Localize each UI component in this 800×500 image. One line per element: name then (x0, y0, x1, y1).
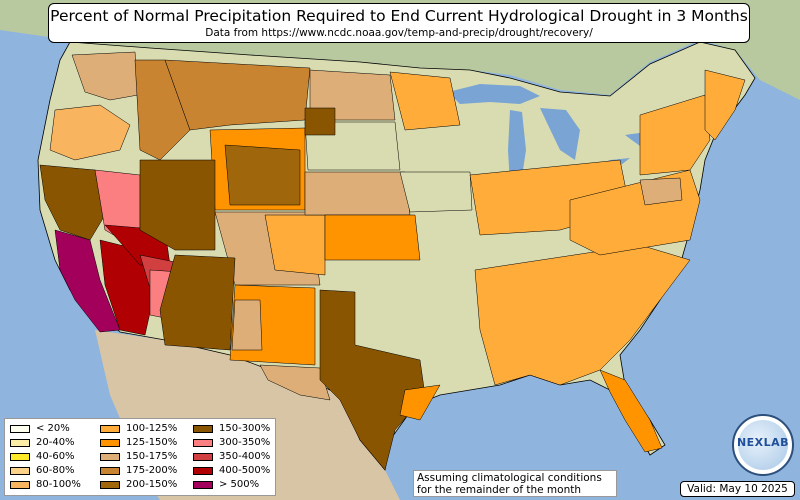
region-new-england (704, 69, 746, 141)
legend-swatch (100, 439, 120, 447)
lake-huron (540, 108, 580, 160)
legend-item: < 20% (10, 422, 81, 436)
legend-label: 150-175% (126, 451, 178, 462)
legend-swatch (100, 453, 120, 461)
region-texas (319, 289, 426, 471)
note-line-2: for the remainder of the month (417, 484, 582, 496)
logo-text: NEXLAB (736, 436, 790, 449)
legend-label: 300-350% (219, 437, 271, 448)
globe-icon (738, 420, 788, 470)
legend-swatch (10, 439, 30, 447)
legend-item: > 500% (193, 478, 270, 492)
legend-swatch (193, 481, 213, 489)
legend-swatch (10, 481, 30, 489)
legend-item: 80-100% (10, 478, 81, 492)
legend-item: 60-80% (10, 464, 81, 478)
legend-label: < 20% (36, 423, 70, 434)
legend-item: 150-175% (100, 450, 177, 464)
legend-swatch (100, 467, 120, 475)
region-n-dakota (309, 69, 396, 121)
region-nebraska (304, 171, 411, 216)
climatology-note: Assuming climatological conditions for t… (413, 470, 617, 497)
legend-item: 20-40% (10, 436, 81, 450)
legend-label: 125-150% (126, 437, 178, 448)
legend-label: 400-500% (219, 465, 271, 476)
note-line-1: Assuming climatological conditions (417, 472, 602, 484)
region-new-york (639, 94, 711, 176)
legend-label: 150-300% (219, 423, 271, 434)
valid-date: Valid: May 10 2025 (680, 481, 795, 497)
region-pa-tan (639, 177, 683, 206)
region-texas-west (259, 364, 331, 401)
legend-swatch (193, 467, 213, 475)
region-idaho (134, 59, 191, 161)
legend-column-1: < 20% 20-40% 40-60% 60-80% 80-100% (10, 422, 81, 492)
legend-item: 150-300% (193, 422, 270, 436)
legend-label: 200-150% (126, 479, 178, 490)
legend-item: 350-400% (193, 450, 270, 464)
legend-swatch (193, 453, 213, 461)
legend-item: 400-500% (193, 464, 270, 478)
legend-label: 20-40% (36, 437, 75, 448)
nexlab-logo: NEXLAB (732, 414, 794, 476)
region-arizona (159, 254, 236, 351)
drought-regions (39, 51, 746, 471)
legend-label: 80-100% (36, 479, 81, 490)
legend-swatch (10, 453, 30, 461)
region-montana (164, 59, 311, 131)
legend-label: 350-400% (219, 451, 271, 462)
region-sd-brown (304, 107, 336, 136)
legend-swatch (193, 439, 213, 447)
region-wa (71, 51, 139, 101)
legend-label: 100-125% (126, 423, 178, 434)
region-s-cal-purple (54, 229, 121, 333)
legend-swatch (100, 425, 120, 433)
region-utah (139, 159, 216, 251)
legend-column-2: 100-125% 125-150% 150-175% 175-200% 200-… (100, 422, 177, 492)
region-kansas (324, 214, 421, 261)
legend-item: 40-60% (10, 450, 81, 464)
region-minnesota (389, 71, 461, 131)
legend-swatch (193, 425, 213, 433)
legend-item: 125-150% (100, 436, 177, 450)
legend-item: 200-150% (100, 478, 177, 492)
region-or (49, 104, 131, 161)
legend-label: 60-80% (36, 465, 75, 476)
title-box: Percent of Normal Precipitation Required… (48, 3, 750, 43)
legend-label: > 500% (219, 479, 260, 490)
legend-swatch (10, 467, 30, 475)
legend-label: 175-200% (126, 465, 178, 476)
region-wy-brown (224, 144, 301, 206)
legend-label: 40-60% (36, 451, 75, 462)
region-florida (599, 369, 663, 453)
legend-column-3: 150-300% 300-350% 350-400% 400-500% > 50… (193, 422, 270, 492)
legend-swatch (10, 425, 30, 433)
region-nm-tan (231, 299, 263, 351)
legend-item: 175-200% (100, 464, 177, 478)
lake-superior (448, 84, 540, 104)
map-subtitle: Data from https://www.ncdc.noaa.gov/temp… (205, 27, 593, 39)
legend: < 20% 20-40% 40-60% 60-80% 80-100% 100-1… (4, 418, 276, 496)
legend-item: 300-350% (193, 436, 270, 450)
region-iowa (399, 171, 473, 213)
legend-item: 100-125% (100, 422, 177, 436)
legend-swatch (100, 481, 120, 489)
map-title: Percent of Normal Precipitation Required… (50, 7, 748, 25)
region-tx-orange (399, 384, 441, 421)
